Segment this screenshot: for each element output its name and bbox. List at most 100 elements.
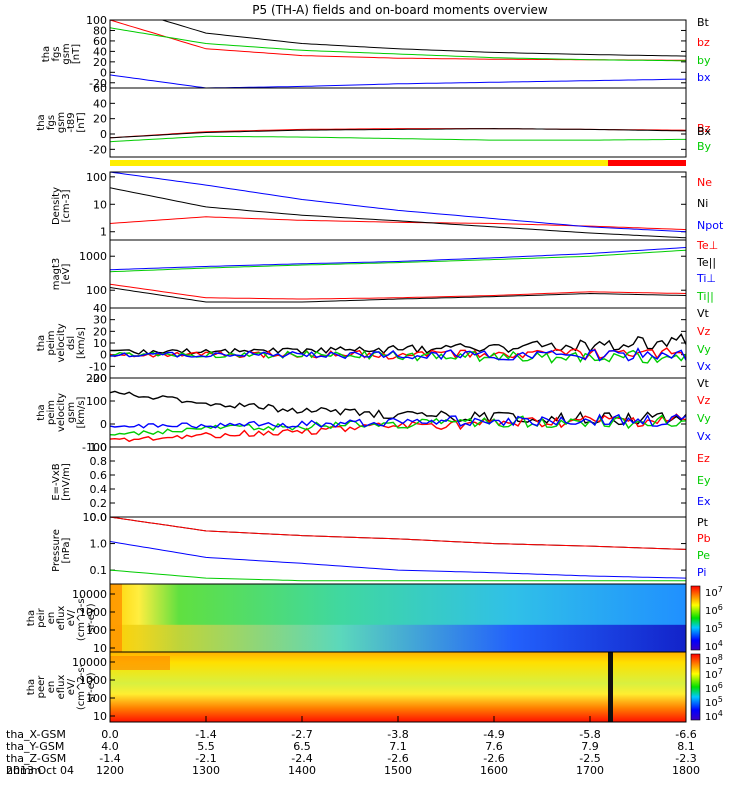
ytick-label: -20 <box>89 143 107 156</box>
panel-frame <box>109 446 687 518</box>
ylabel-line: tha <box>36 335 47 351</box>
legend-entry: Ez <box>697 452 710 465</box>
ytick-label: 100 <box>86 171 107 184</box>
ephemeris-value: -2.6 <box>387 752 408 765</box>
ytick-label: 40 <box>93 45 107 58</box>
ylabel-line: gsm <box>66 402 77 423</box>
ephemeris-label: tha_X-GSM <box>6 728 66 741</box>
ytick-label: 10.0 <box>83 511 108 524</box>
ylabel-line: peer <box>36 675 47 699</box>
ylabel-line: velocity <box>56 323 67 362</box>
colorbar-tick-label: 104 <box>705 639 723 653</box>
series-line-Vx <box>110 413 686 429</box>
colorbar-tick-label: 108 <box>705 653 723 667</box>
series-line-Bt <box>160 20 686 57</box>
ylabel-line: [km/s] <box>76 327 87 359</box>
ephemeris-value: -2.1 <box>195 752 216 765</box>
ytick-label: -20 <box>89 77 107 90</box>
ephemeris-value: 0.0 <box>101 728 119 741</box>
ytick-label: 10000 <box>72 588 107 601</box>
ephemeris-value: -6.6 <box>675 728 696 741</box>
ephemeris-value: -2.7 <box>291 728 312 741</box>
ylabel-line: eV/ <box>66 678 77 695</box>
ylabel-line: eflux <box>56 606 67 631</box>
ylabel-line: -t89 <box>66 112 77 132</box>
colorbar <box>690 653 701 721</box>
legend-entry: Pi <box>697 566 706 579</box>
ylabel-line: peim <box>46 400 57 425</box>
panel-temperature: magt3 [eV] 1000 100 Te⊥ Te|| Ti⊥ Ti|| <box>51 239 718 309</box>
series-line-Te⊥ <box>110 283 686 300</box>
ytick-label: 10000 <box>72 656 107 669</box>
legend-entry: Bx <box>697 125 712 138</box>
ytick-label: 0 <box>100 349 107 362</box>
ephemeris-value: 7.6 <box>485 740 503 753</box>
ephemeris-value: -1.4 <box>99 752 120 765</box>
ephemeris-value: -2.3 <box>675 752 696 765</box>
series-line-Te|| <box>110 287 686 303</box>
ylabel-line: sr-eV) <box>86 672 97 701</box>
ylabel-line: sr-eV) <box>86 603 97 632</box>
ephemeris-value: -1.4 <box>195 728 216 741</box>
series-line-Ti|| <box>110 249 686 273</box>
legend-entry: Vz <box>697 394 711 407</box>
ylabel-line: (cm^2-s- <box>76 594 87 641</box>
ylabel-line: Density <box>51 187 62 225</box>
ytick-label: 100 <box>86 395 107 408</box>
legend-entry: Ey <box>697 474 711 487</box>
spectrogram-band <box>110 656 170 670</box>
series-line-Vx <box>110 347 686 362</box>
panel-peir_spec: tha peir en eflux eV/(cm^2-s-sr-eV) 10000 1000… <box>26 583 723 655</box>
ylabel-line: E=-VxB <box>51 463 62 500</box>
panel-frame <box>109 377 687 448</box>
ytick-label: 0.6 <box>90 469 108 482</box>
colorbar-tick-label: 105 <box>705 695 723 709</box>
ylabel-line: eflux <box>56 675 67 700</box>
ephemeris-value: 1400 <box>288 764 316 777</box>
legend-entry: Ni <box>697 197 708 210</box>
legend-entry: bz <box>697 36 710 49</box>
ytick-label: 0 <box>100 418 107 431</box>
ytick-label: 0.4 <box>90 483 108 496</box>
ephemeris-value: 1600 <box>480 764 508 777</box>
quality-bar-red <box>608 160 686 166</box>
legend-entry: bx <box>697 71 711 84</box>
series-line-Ti⊥ <box>110 247 686 271</box>
series-line-Vt <box>110 390 686 426</box>
ytick-label: 100 <box>86 624 107 637</box>
series-line-Ne <box>110 216 686 231</box>
legend-entry: Pb <box>697 532 711 545</box>
ephemeris-label: tha_Z-GSM <box>6 752 66 765</box>
ephemeris-value: -2.4 <box>291 752 312 765</box>
legend-entry: Ex <box>697 495 711 508</box>
ytick-label: 1.0 <box>90 441 108 454</box>
legend-entry: Vx <box>697 430 712 443</box>
colorbar <box>690 585 701 651</box>
ylabel-line: tha <box>41 46 52 62</box>
legend-entry: Te⊥ <box>696 239 718 252</box>
panel-vel_gsm: tha peim velocity gsm [km/s] 200 100 0 -100 Vt Vz V… <box>36 372 712 454</box>
ytick-label: 10 <box>93 710 107 723</box>
legend-entry: By <box>697 140 712 153</box>
ylabel-line: [nPa] <box>61 537 72 563</box>
legend-entry: Ne <box>697 176 712 189</box>
ephemeris-value: 1200 <box>96 764 124 777</box>
colorbar-tick-label: 104 <box>705 709 723 723</box>
panel-frame <box>109 516 687 585</box>
panel-frame <box>109 171 687 241</box>
ylabel-line: tha <box>26 679 37 695</box>
ylabel-line: peir <box>36 607 47 627</box>
ytick-label: 0.0 <box>90 511 108 524</box>
series-line-Pb <box>110 517 686 550</box>
ephemeris-value: -5.8 <box>579 728 600 741</box>
ytick-label: 20 <box>93 325 107 338</box>
legend-entry: by <box>697 54 711 67</box>
series-line-by <box>110 27 686 62</box>
legend-entry: Vz <box>697 325 711 338</box>
panel-peer_spec: tha peer en eflux eV/(cm^2-s-sr-eV) 10000 1000… <box>26 651 723 723</box>
ephemeris-value: 7.9 <box>581 740 599 753</box>
ytick-label: 40 <box>93 302 107 315</box>
